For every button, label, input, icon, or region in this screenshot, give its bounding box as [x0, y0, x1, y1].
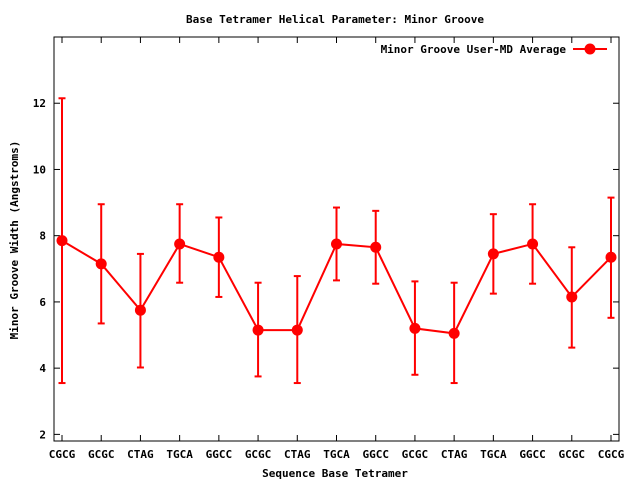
x-tick-label: CTAG: [284, 448, 311, 461]
y-axis-label: Minor Groove Width (Angstroms): [8, 141, 21, 340]
y-tick-label: 2: [39, 428, 46, 441]
data-point: [409, 322, 421, 334]
data-point: [134, 304, 146, 316]
x-tick-label: GCGC: [559, 448, 586, 461]
x-tick-label: CGCG: [598, 448, 625, 461]
y-tick-label: 6: [39, 296, 46, 309]
x-tick-label: CTAG: [127, 448, 154, 461]
x-tick-label: GCGC: [402, 448, 429, 461]
x-tick-label: TGCA: [480, 448, 507, 461]
x-tick-label: CGCG: [49, 448, 76, 461]
x-tick-label: GGCC: [362, 448, 389, 461]
x-axis-label: Sequence Base Tetramer: [262, 467, 408, 480]
data-point: [487, 248, 499, 260]
x-tick-label: GGCC: [206, 448, 233, 461]
data-point: [291, 324, 303, 336]
legend-marker: [584, 43, 596, 55]
x-tick-label: GCGC: [88, 448, 115, 461]
data-point: [174, 238, 186, 250]
x-tick-label: TGCA: [323, 448, 350, 461]
legend: Minor Groove User-MD Average: [381, 43, 607, 56]
chart-title: Base Tetramer Helical Parameter: Minor G…: [186, 13, 484, 26]
data-point: [566, 291, 578, 303]
y-tick-label: 8: [39, 230, 46, 243]
legend-label: Minor Groove User-MD Average: [381, 43, 567, 56]
data-point: [252, 324, 264, 336]
y-tick-label: 4: [39, 362, 46, 375]
series-group: [56, 97, 617, 385]
data-point: [331, 238, 342, 250]
data-point: [213, 251, 225, 263]
x-axis: CGCG GCGC CTAG TGCA GGCC GCGC CTAG TGCA GGCC GCGC…: [49, 37, 625, 461]
y-tick-label: 10: [33, 163, 46, 176]
x-tick-label: GCGC: [245, 448, 272, 461]
data-point: [370, 241, 382, 253]
data-point: [448, 327, 460, 339]
x-tick-label: GGCC: [519, 448, 546, 461]
y-axis: 2 4 6 8 10 12: [33, 97, 619, 441]
x-tick-label: CTAG: [441, 448, 468, 461]
data-point: [527, 238, 539, 250]
x-tick-label: TGCA: [166, 448, 193, 461]
y-tick-label: 12: [33, 97, 46, 110]
data-point: [95, 258, 107, 270]
data-point: [56, 235, 68, 247]
data-point: [605, 251, 617, 263]
